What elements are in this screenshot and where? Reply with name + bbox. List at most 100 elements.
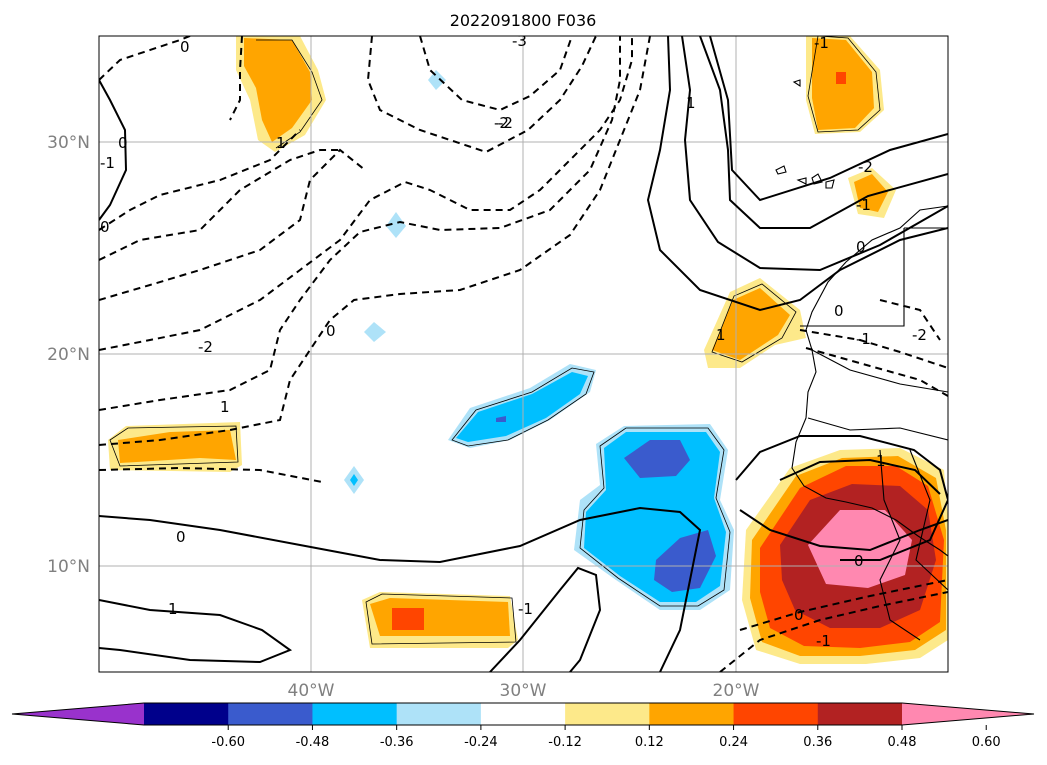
map-frame bbox=[98, 35, 949, 673]
contour-label: 1 bbox=[686, 94, 696, 112]
negative-anomaly-spot1 bbox=[428, 70, 446, 90]
africa-coastline bbox=[791, 205, 948, 557]
contour-label: -1 bbox=[814, 34, 829, 52]
contour-africa-dash-c bbox=[799, 329, 948, 369]
negative-anomaly-central-peak2 bbox=[654, 530, 716, 592]
negative-anomaly-band-peak bbox=[496, 416, 506, 422]
contour-neg2-d bbox=[229, 36, 243, 121]
contour-label: 0 bbox=[176, 528, 186, 546]
border-3 bbox=[811, 349, 948, 393]
border-5 bbox=[879, 449, 921, 641]
contour-label: -3 bbox=[512, 32, 527, 50]
contour-1-central bbox=[489, 566, 602, 672]
contour-africa-a bbox=[735, 435, 948, 561]
contour-label: -2 bbox=[912, 326, 927, 344]
contour-label: 1 bbox=[716, 326, 726, 344]
colorbar-tick-label: -0.48 bbox=[296, 735, 330, 750]
island-5 bbox=[792, 79, 801, 88]
contour-label: 1 bbox=[220, 398, 230, 416]
contour-label: -1 bbox=[816, 632, 831, 650]
contour-neg1-e bbox=[99, 129, 301, 231]
lat-label-20n: 20°N bbox=[47, 345, 90, 365]
negative-anomaly-spot4-core bbox=[350, 474, 358, 486]
contour-africa-b bbox=[739, 509, 948, 552]
colorbar-segment bbox=[565, 703, 650, 725]
colorbar-tick-label: 0.60 bbox=[972, 735, 1001, 750]
colorbar-segment bbox=[312, 703, 398, 725]
colorbar-tick-label: -0.60 bbox=[211, 735, 245, 750]
contour-label: 0 bbox=[180, 38, 190, 56]
colorbar-extend-high bbox=[902, 703, 1034, 725]
contour-africa-dash-a bbox=[719, 591, 948, 672]
shade-outlines bbox=[109, 36, 881, 645]
contour-0-west bbox=[99, 79, 128, 221]
colorbar-segment bbox=[396, 703, 482, 725]
colorbar-segment bbox=[817, 703, 903, 725]
contour-label: -1 bbox=[856, 330, 871, 348]
map-area: 0 -3 -2 1 0 1 -1 0 -1 -2 -1 0 0 -1 -2 0 … bbox=[99, 32, 948, 672]
colorbar-tick-label: -0.24 bbox=[464, 735, 498, 750]
positive-anomaly-canary-core bbox=[854, 174, 888, 212]
contour-0-dash bbox=[99, 36, 651, 446]
contour-label: -1 bbox=[856, 196, 871, 214]
contour-labels: 0 -3 -2 1 0 1 -1 0 -1 -2 -1 0 0 -1 -2 0 … bbox=[100, 32, 927, 650]
contour-neg1-a bbox=[99, 36, 191, 81]
contour-label: 1 bbox=[276, 134, 286, 152]
border-4 bbox=[807, 417, 948, 441]
contour-neg1-b bbox=[99, 148, 366, 301]
island-1 bbox=[775, 165, 787, 175]
positive-anomaly-nw-core bbox=[244, 38, 312, 142]
contour-label: -1 bbox=[100, 154, 115, 172]
contour-africa-dash-d bbox=[805, 347, 948, 397]
contour-label: -2 bbox=[198, 338, 213, 356]
contour-0-north bbox=[646, 36, 948, 312]
negative-anomaly-band-core bbox=[456, 372, 588, 442]
island-2 bbox=[796, 177, 807, 185]
island-4 bbox=[825, 179, 835, 189]
contour-1-south bbox=[99, 599, 293, 664]
contour-neg2-c bbox=[99, 149, 340, 261]
colorbar-segment bbox=[228, 703, 313, 725]
contour-label: 1 bbox=[168, 600, 178, 618]
contour-label: 0 bbox=[326, 322, 336, 340]
contour-label: 0 bbox=[100, 218, 110, 236]
contour-0-south bbox=[99, 506, 702, 672]
contour-africa-dash-e bbox=[879, 299, 941, 341]
lat-label-10n: 10°N bbox=[47, 557, 90, 577]
positive-anomaly-coast-core bbox=[712, 288, 790, 360]
lat-labels: 30°N 20°N 10°N bbox=[47, 133, 90, 577]
contour-neg2-b bbox=[366, 36, 597, 154]
contour-africa-dash-b bbox=[739, 579, 948, 631]
contour-africa-c bbox=[779, 458, 941, 495]
contour-label: -2 bbox=[494, 114, 509, 132]
positive-anomaly-south-peak bbox=[392, 608, 424, 630]
colorbar-segment bbox=[733, 703, 819, 725]
border-1 bbox=[800, 228, 905, 327]
colorbar-tick-label: -0.12 bbox=[548, 735, 582, 750]
contour-label: 0 bbox=[834, 302, 844, 320]
colorbar-tick-label: 0.48 bbox=[888, 735, 917, 750]
contour-label: -2 bbox=[498, 114, 513, 132]
lat-label-30n: 30°N bbox=[47, 133, 90, 153]
contour-1-north-a bbox=[681, 36, 948, 272]
colorbar-tick-label: -0.36 bbox=[380, 735, 414, 750]
coastlines bbox=[775, 79, 948, 641]
gridlines bbox=[99, 36, 948, 672]
lon-label-40w: 40°W bbox=[288, 681, 335, 701]
lon-label-30w: 30°W bbox=[500, 681, 547, 701]
contour-label: 0 bbox=[794, 606, 804, 624]
contour-lines bbox=[99, 36, 948, 672]
colorbar-segment bbox=[144, 703, 229, 725]
contour-neg2-a bbox=[99, 36, 633, 351]
contour-1-north-b bbox=[699, 36, 948, 229]
colorbar-segment bbox=[480, 703, 566, 725]
chart-title: 2022091800 F036 bbox=[450, 11, 597, 30]
island-3 bbox=[811, 173, 823, 185]
contour-outer-north bbox=[709, 36, 948, 202]
negative-anomaly-central-peak1 bbox=[624, 440, 690, 478]
colorbar-segment bbox=[649, 703, 735, 725]
colorbar-tick-label: 0.36 bbox=[803, 735, 832, 750]
contour-label: -1 bbox=[518, 600, 533, 618]
colorbar-tick-label: 0.24 bbox=[719, 735, 748, 750]
